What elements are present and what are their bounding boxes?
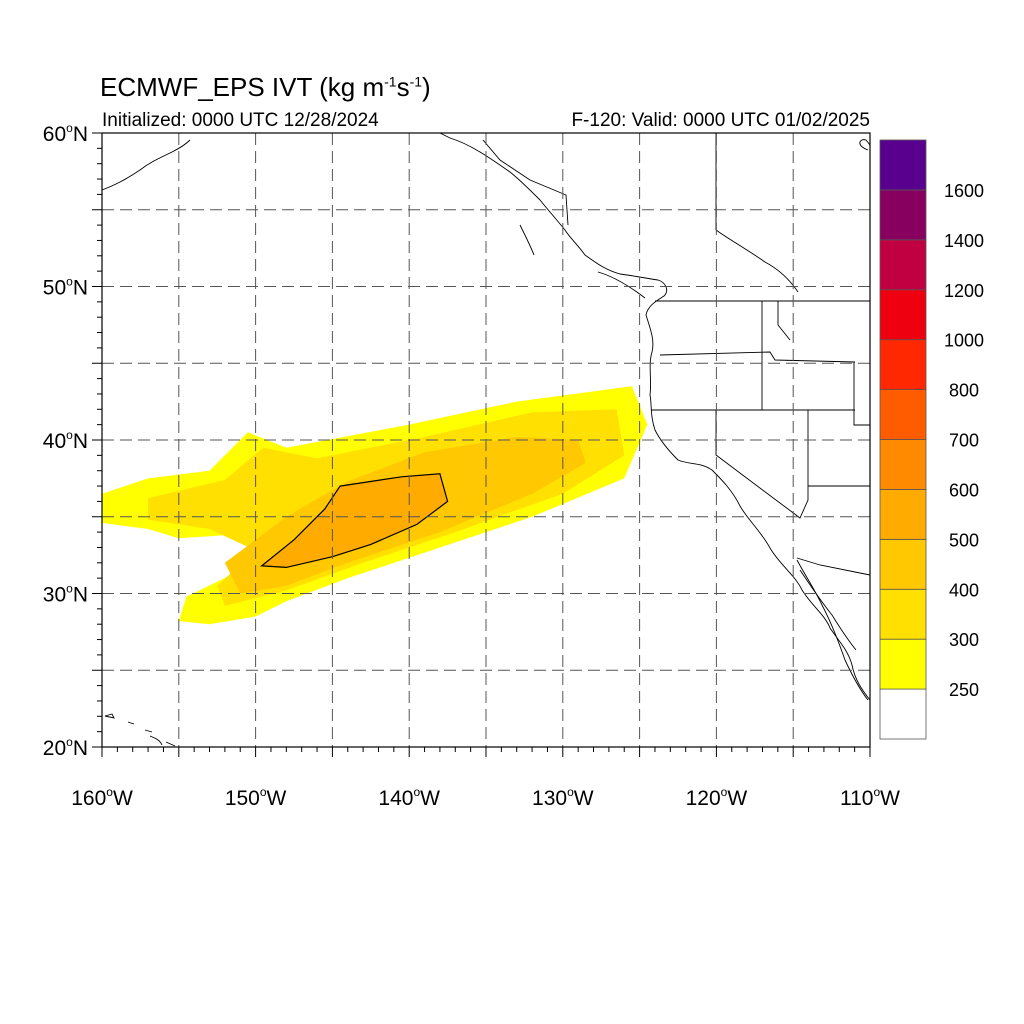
- ivt-shading: [102, 386, 648, 625]
- coastline-alaska: [101, 139, 191, 191]
- axis-ticks: [92, 132, 871, 757]
- lat-label: 30oN: [43, 582, 88, 607]
- chart-title: ECMWF_EPS IVT (kg m-1s-1): [100, 72, 431, 102]
- idaho-border: [761, 301, 791, 410]
- ivt-region-3: [261, 473, 448, 568]
- colorbar-box: [879, 189, 927, 241]
- colorbar-label: 300: [949, 630, 979, 650]
- colorbar-box: [879, 638, 927, 690]
- colorbar-label: 1400: [944, 231, 984, 251]
- colorbar-box: [879, 688, 927, 740]
- latitude-labels: 60oN 50oN 40oN 30oN 20oN: [43, 121, 88, 760]
- us-mexico-border: [796, 557, 871, 576]
- colorbar-label: 500: [949, 530, 979, 550]
- colorbar-box: [879, 339, 927, 390]
- valid-time-label: F-120: Valid: 0000 UTC 01/02/2025: [571, 110, 870, 131]
- canada-interior: [715, 133, 799, 293]
- init-time-label: Initialized: 0000 UTC 12/28/2024: [102, 110, 379, 131]
- colorbar-box: [879, 389, 927, 440]
- hawaii-islands: [104, 713, 176, 747]
- lon-label: 110oW: [840, 785, 900, 810]
- lon-label: 160oW: [71, 785, 133, 810]
- lon-label: 130oW: [532, 785, 594, 810]
- lat-label: 60oN: [43, 121, 88, 146]
- coastlines: [101, 132, 871, 747]
- colorbar-label: 1000: [944, 331, 984, 351]
- alaska-canada-border: [482, 139, 569, 226]
- coastline-north-america: [439, 132, 871, 701]
- colorbar-label: 800: [949, 381, 979, 401]
- lat-label: 50oN: [43, 275, 88, 300]
- colorbar-box: [879, 139, 927, 191]
- colorbar-box: [879, 489, 927, 540]
- political-boundaries: [482, 133, 871, 576]
- ivt-500-contour: [260, 473, 449, 569]
- colorbar-box: [879, 538, 927, 590]
- colorbar-box: [879, 588, 927, 640]
- colorbar-box: [879, 289, 927, 341]
- colorbar-box: [879, 239, 927, 291]
- lat-label: 40oN: [43, 428, 88, 453]
- lon-label: 150oW: [225, 785, 287, 810]
- islands-haida-gwaii: [519, 224, 646, 299]
- coastline-gulf-california: [799, 569, 857, 651]
- lon-label: 120oW: [686, 785, 748, 810]
- lat-label: 20oN: [43, 735, 88, 760]
- lon-label: 140oW: [378, 785, 440, 810]
- graticule: [102, 133, 870, 747]
- colorbar: 250 300 400 500 600 700 800 1000 1200 1400 1600: [879, 139, 984, 740]
- colorbar-label: 1200: [944, 281, 984, 301]
- colorbar-label: 1600: [944, 181, 984, 201]
- colorbar-label: 700: [949, 431, 979, 451]
- utah-border: [853, 362, 870, 426]
- colorbar-label: 250: [949, 680, 979, 700]
- contour-line: [260, 473, 449, 569]
- colorbar-label: 600: [949, 480, 979, 500]
- oregon-washington-border: [659, 351, 856, 363]
- longitude-labels: 160oW 150oW 140oW 130oW 120oW 110oW: [71, 785, 900, 810]
- coastline-baja: [796, 559, 869, 701]
- colorbar-label: 400: [949, 580, 979, 600]
- colorbar-box: [879, 439, 927, 490]
